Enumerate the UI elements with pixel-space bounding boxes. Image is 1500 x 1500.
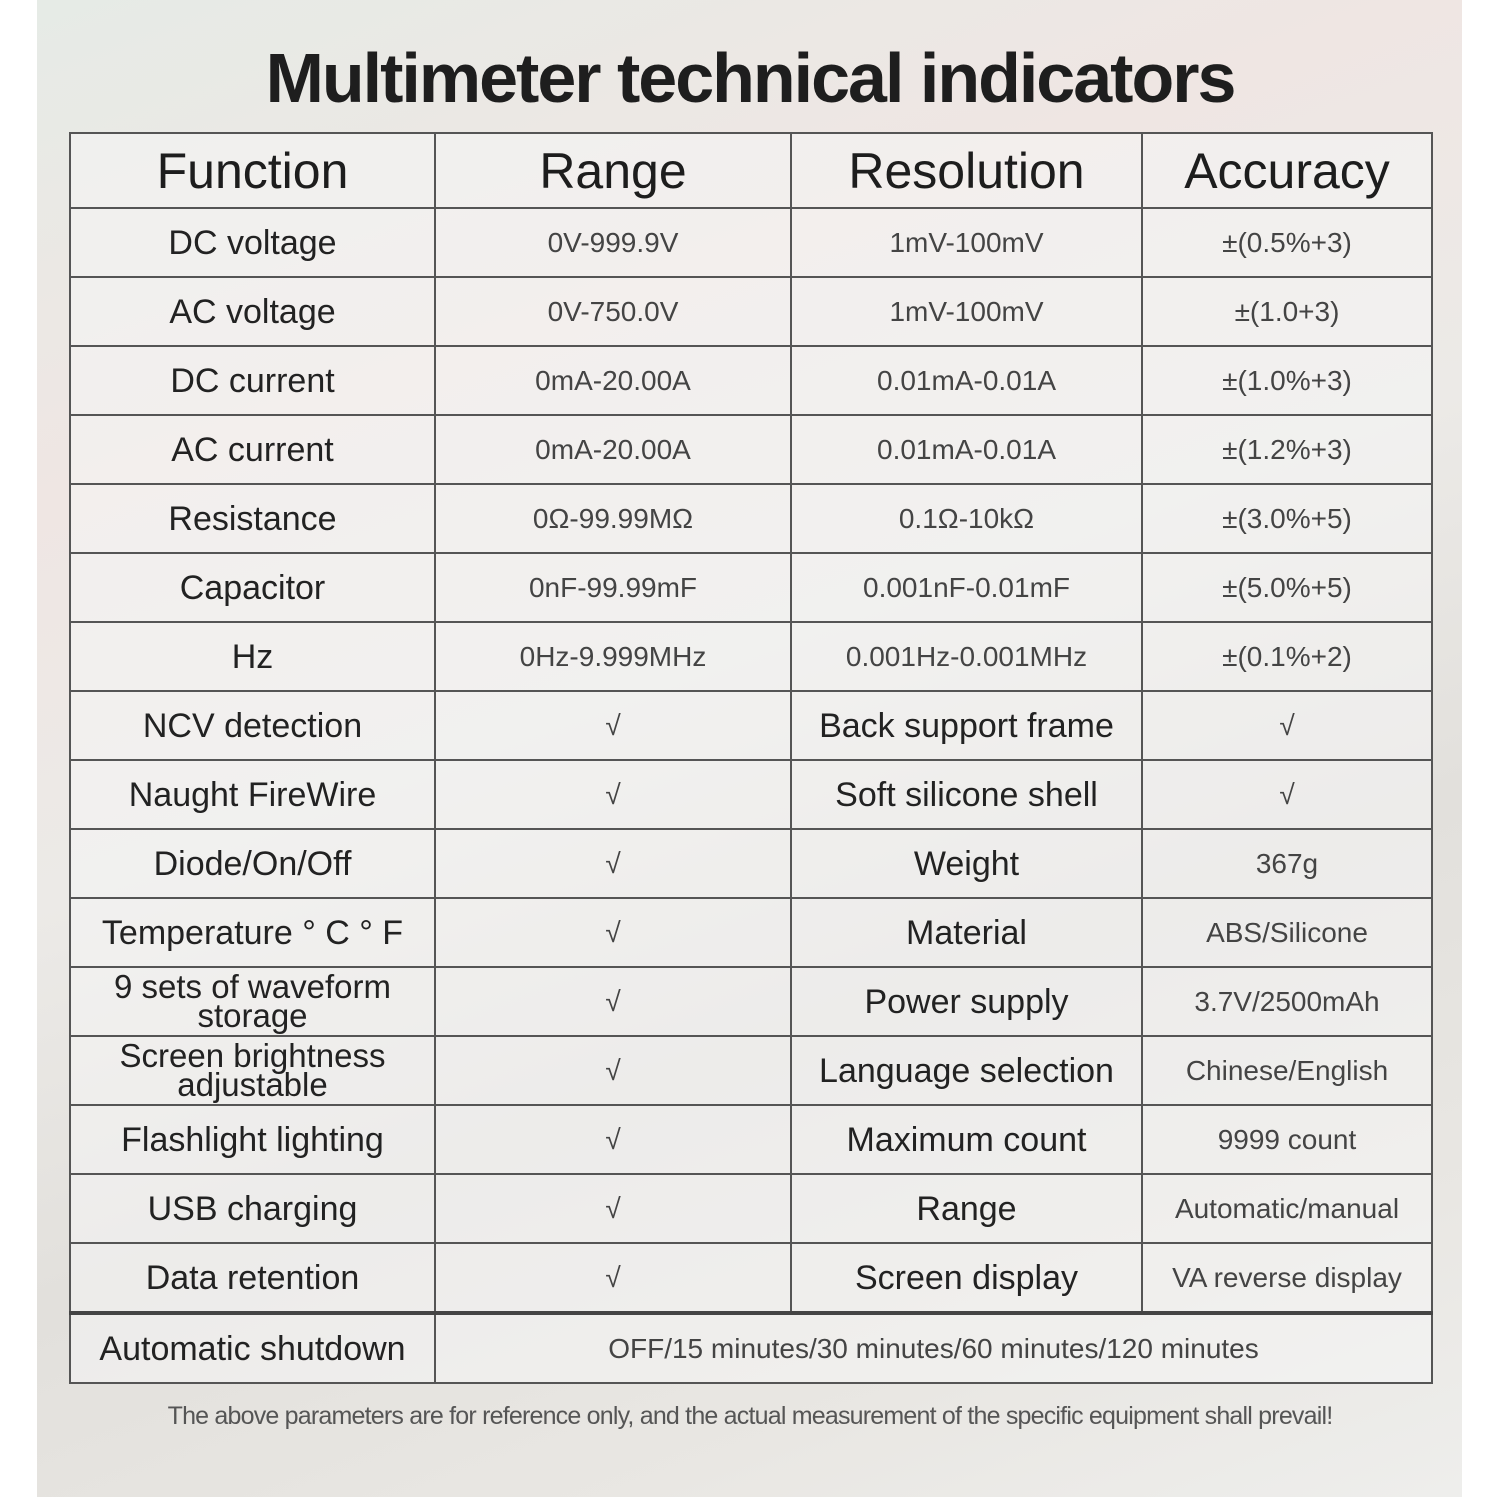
function-cell: DC current	[69, 345, 436, 416]
feature-name-cell: Flashlight lighting	[69, 1104, 436, 1175]
feature-value-cell: √	[1141, 690, 1433, 761]
feature-value-cell: 3.7V/2500mAh	[1141, 966, 1433, 1037]
feature-name-cell: Weight	[790, 828, 1143, 899]
feature-name-cell: Data retention	[69, 1242, 436, 1314]
feature-name-cell: Maximum count	[790, 1104, 1143, 1175]
feature-row: Data retention √ Screen display VA reverse …	[69, 1242, 1433, 1314]
header-resolution: Resolution	[790, 132, 1143, 209]
feature-name-cell: Material	[790, 897, 1143, 968]
check-icon: √	[434, 966, 792, 1037]
feature-name-cell: Naught FireWire	[69, 759, 436, 830]
range-cell: 0Ω-99.99MΩ	[434, 483, 792, 554]
accuracy-cell: ±(1.2%+3)	[1141, 414, 1433, 485]
function-cell: AC current	[69, 414, 436, 485]
table-row: AC current 0mA-20.00A 0.01mA-0.01A ±(1.2%+3…	[69, 414, 1433, 485]
feature-row: 9 sets of waveform storage √ Power supply 3…	[69, 966, 1433, 1037]
check-icon: √	[434, 1242, 792, 1314]
header-range: Range	[434, 132, 792, 209]
feature-row: Screen brightness adjustable √ Language se…	[69, 1035, 1433, 1106]
range-cell: 0Hz-9.999MHz	[434, 621, 792, 692]
function-cell: Resistance	[69, 483, 436, 554]
range-cell: 0mA-20.00A	[434, 345, 792, 416]
feature-value-cell: Automatic/manual	[1141, 1173, 1433, 1244]
range-cell: 0V-750.0V	[434, 276, 792, 347]
resolution-cell: 0.01mA-0.01A	[790, 345, 1143, 416]
feature-row: USB charging √ Range Automatic/manual	[69, 1173, 1433, 1244]
page-title: Multimeter technical indicators	[265, 39, 1237, 117]
accuracy-cell: ±(1.0+3)	[1141, 276, 1433, 347]
table-row: Resistance 0Ω-99.99MΩ 0.1Ω-10kΩ ±(3.0%+5)	[69, 483, 1433, 554]
check-icon: √	[434, 1173, 792, 1244]
table-row: DC current 0mA-20.00A 0.01mA-0.01A ±(1.0%+3…	[69, 345, 1433, 416]
check-icon: √	[434, 759, 792, 830]
feature-row: Flashlight lighting √ Maximum count 9999 co…	[69, 1104, 1433, 1175]
resolution-cell: 1mV-100mV	[790, 207, 1143, 278]
feature-value-cell: VA reverse display	[1141, 1242, 1433, 1314]
resolution-cell: 0.001nF-0.01mF	[790, 552, 1143, 623]
feature-row: Naught FireWire √ Soft silicone shell √	[69, 759, 1433, 830]
disclaimer-note: The above parameters are for reference o…	[167, 1402, 1334, 1430]
check-icon: √	[434, 1104, 792, 1175]
function-cell: Capacitor	[69, 552, 436, 623]
check-icon: √	[434, 897, 792, 968]
accuracy-cell: ±(0.1%+2)	[1141, 621, 1433, 692]
accuracy-cell: ±(5.0%+5)	[1141, 552, 1433, 623]
spec-table: Function Range Resolution Accuracy DC vo…	[69, 132, 1433, 1384]
range-cell: 0V-999.9V	[434, 207, 792, 278]
header-function: Function	[69, 132, 436, 209]
feature-row: Diode/On/Off √ Weight 367g	[69, 828, 1433, 899]
table-row: Hz 0Hz-9.999MHz 0.001Hz-0.001MHz ±(0.1%+2)	[69, 621, 1433, 692]
resolution-cell: 1mV-100mV	[790, 276, 1143, 347]
check-icon: √	[434, 1035, 792, 1106]
table-row: AC voltage 0V-750.0V 1mV-100mV ±(1.0+3)	[69, 276, 1433, 347]
feature-name-cell: Temperature ° C ° F	[69, 897, 436, 968]
feature-value-cell: ABS/Silicone	[1141, 897, 1433, 968]
feature-name-cell: Power supply	[790, 966, 1143, 1037]
table-row: Capacitor 0nF-99.99mF 0.001nF-0.01mF ±(5.0%…	[69, 552, 1433, 623]
accuracy-cell: ±(0.5%+3)	[1141, 207, 1433, 278]
range-cell: 0nF-99.99mF	[434, 552, 792, 623]
resolution-cell: 0.1Ω-10kΩ	[790, 483, 1143, 554]
feature-name-cell: Screen brightness adjustable	[69, 1035, 436, 1106]
feature-value-cell: Chinese/English	[1141, 1035, 1433, 1106]
feature-name-cell: 9 sets of waveform storage	[69, 966, 436, 1037]
header-row: Function Range Resolution Accuracy	[69, 132, 1433, 209]
feature-row: Temperature ° C ° F √ Material ABS/Silicone	[69, 897, 1433, 968]
table-row: DC voltage 0V-999.9V 1mV-100mV ±(0.5%+3)	[69, 207, 1433, 278]
check-icon: √	[434, 828, 792, 899]
function-cell: AC voltage	[69, 276, 436, 347]
feature-name-cell: Range	[790, 1173, 1143, 1244]
resolution-cell: 0.001Hz-0.001MHz	[790, 621, 1143, 692]
feature-name-cell: Diode/On/Off	[69, 828, 436, 899]
resolution-cell: 0.01mA-0.01A	[790, 414, 1143, 485]
function-cell: DC voltage	[69, 207, 436, 278]
feature-row: NCV detection √ Back support frame √	[69, 690, 1433, 761]
function-cell: Hz	[69, 621, 436, 692]
feature-name-cell: Soft silicone shell	[790, 759, 1143, 830]
shutdown-row: Automatic shutdown OFF/15 minutes/30 minu…	[69, 1312, 1433, 1384]
range-cell: 0mA-20.00A	[434, 414, 792, 485]
feature-value-cell: √	[1141, 759, 1433, 830]
feature-name-cell: Back support frame	[790, 690, 1143, 761]
shutdown-label: Automatic shutdown	[69, 1312, 436, 1384]
shutdown-value: OFF/15 minutes/30 minutes/60 minutes/120…	[434, 1312, 1433, 1384]
feature-name-cell: NCV detection	[69, 690, 436, 761]
feature-value-cell: 367g	[1141, 828, 1433, 899]
feature-name-cell: USB charging	[69, 1173, 436, 1244]
header-accuracy: Accuracy	[1141, 132, 1433, 209]
check-icon: √	[434, 690, 792, 761]
accuracy-cell: ±(3.0%+5)	[1141, 483, 1433, 554]
feature-value-cell: 9999 count	[1141, 1104, 1433, 1175]
accuracy-cell: ±(1.0%+3)	[1141, 345, 1433, 416]
feature-name-cell: Screen display	[790, 1242, 1143, 1314]
feature-name-cell: Language selection	[790, 1035, 1143, 1106]
